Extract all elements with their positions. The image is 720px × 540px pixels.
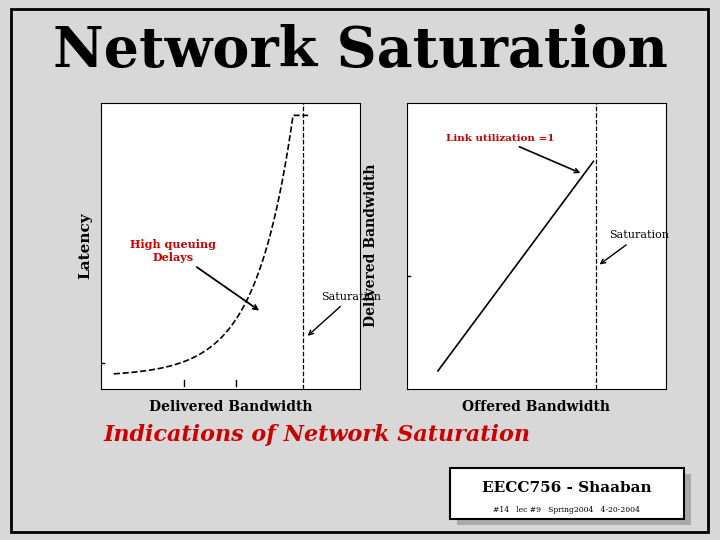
Text: Network Saturation: Network Saturation	[53, 24, 667, 79]
Text: Link utilization =1: Link utilization =1	[446, 134, 579, 173]
Text: Saturation: Saturation	[600, 231, 669, 264]
X-axis label: Delivered Bandwidth: Delivered Bandwidth	[148, 400, 312, 414]
Text: Saturation: Saturation	[309, 292, 381, 335]
Text: EECC756 - Shaaban: EECC756 - Shaaban	[482, 481, 652, 495]
Text: Delivered Bandwidth: Delivered Bandwidth	[364, 164, 378, 327]
Text: High queuing
Delays: High queuing Delays	[130, 239, 258, 309]
Text: Indications of Network Saturation: Indications of Network Saturation	[103, 424, 531, 446]
Y-axis label: Latency: Latency	[78, 212, 92, 279]
X-axis label: Offered Bandwidth: Offered Bandwidth	[462, 400, 611, 414]
Text: #14   lec #9   Spring2004   4-20-2004: #14 lec #9 Spring2004 4-20-2004	[493, 507, 640, 514]
